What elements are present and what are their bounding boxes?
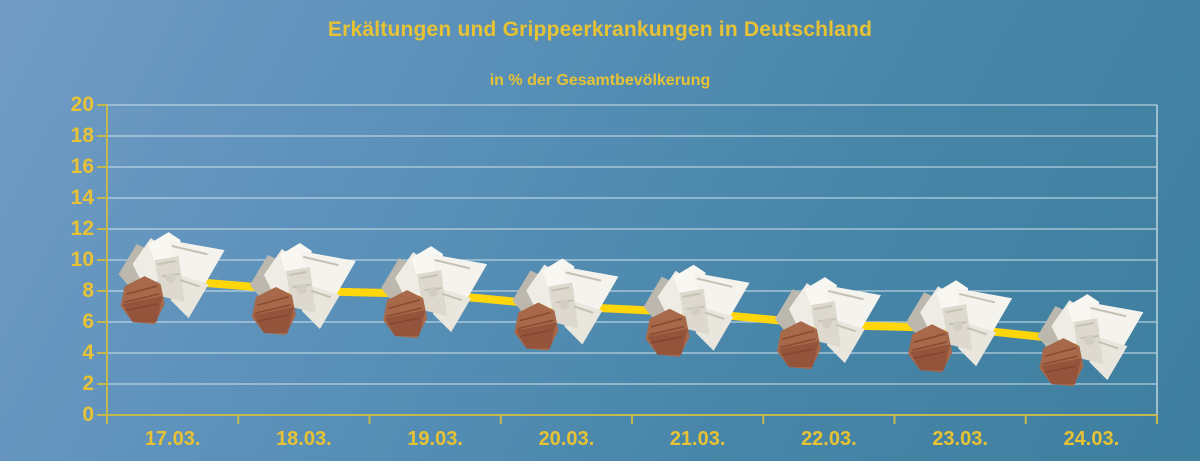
tissue-marker	[117, 231, 226, 326]
y-axis-label: 14	[70, 186, 94, 209]
x-axis-label: 21.03.	[669, 428, 726, 450]
y-axis-label: 2	[82, 372, 94, 395]
y-axis-label: 18	[70, 124, 94, 147]
y-axis-label: 4	[82, 341, 94, 364]
tissue-marker	[905, 279, 1014, 374]
x-axis-label: 17.03.	[144, 428, 201, 450]
y-axis-label: 10	[70, 248, 94, 271]
x-axis-label: 20.03.	[538, 428, 595, 450]
gridlines	[107, 104, 1158, 415]
x-axis-label: 23.03.	[932, 428, 988, 450]
y-axis-label: 20	[70, 93, 94, 116]
tissue-marker	[642, 263, 751, 358]
tissue-marker	[1036, 293, 1145, 388]
axes	[97, 104, 1158, 424]
chart-title: Erkältungen und Grippeerkrankungen in De…	[327, 18, 873, 41]
y-axis-label: 8	[82, 279, 94, 302]
x-axis-label: 19.03.	[407, 428, 463, 450]
y-axis-label: 12	[70, 217, 94, 240]
chart-subtitle: in % der Gesamtbevölkerung	[489, 72, 711, 89]
x-axis-label: 18.03.	[276, 428, 332, 450]
x-axis-label: 24.03.	[1063, 428, 1120, 450]
y-axis-label: 16	[70, 155, 94, 178]
x-axis-label: 22.03.	[801, 428, 857, 450]
y-axis-label: 0	[82, 403, 94, 426]
y-axis-label: 6	[82, 310, 94, 333]
